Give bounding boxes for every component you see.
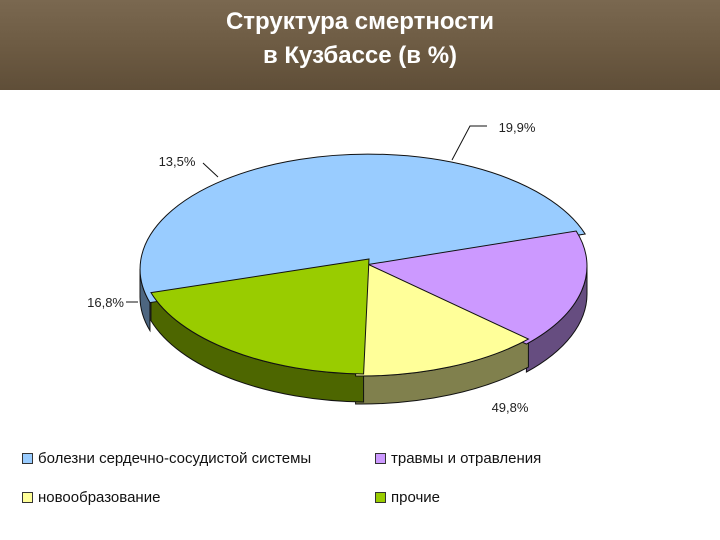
chart-title-line-1: Структура смертности: [225, 8, 495, 35]
legend-label: болезни сердечно-сосудистой системы: [38, 449, 312, 467]
leader-line-2: [202, 162, 219, 178]
pie-slices: [139, 153, 588, 377]
legend-swatch: [22, 452, 33, 464]
data-label-1: 16,8%: [87, 295, 124, 310]
pie-slice-3: [150, 258, 370, 375]
label-leader-lines: [126, 125, 487, 303]
legend-label: новообразование: [38, 488, 161, 506]
legend-swatch: [22, 491, 33, 503]
leader-line-3: [451, 125, 487, 161]
data-label-3: 19,9%: [499, 120, 536, 135]
legend-item-other: прочие: [375, 488, 440, 506]
legend-item-neoplasms: новообразование: [22, 488, 160, 506]
pie-slice-0: [139, 153, 587, 304]
legend-swatch: [375, 452, 386, 464]
data-labels: 49,8% 16,8% 13,5% 19,9%: [87, 120, 536, 415]
pie-slice-2: [355, 260, 530, 377]
chart-title-line-2: в Кузбассе (в %): [262, 42, 458, 69]
data-label-0: 49,8%: [492, 400, 529, 415]
legend-swatch: [375, 491, 386, 503]
pie-slice-1: [357, 230, 588, 345]
title-banner: Структура смертности в Кузбассе (в %): [0, 0, 720, 90]
data-label-2: 13,5%: [159, 154, 196, 169]
legend-label: прочие: [391, 488, 441, 506]
legend-item-cardio: болезни сердечно-сосудистой системы: [22, 449, 311, 467]
legend-label: травмы и отравления: [391, 449, 542, 467]
legend-item-injuries: травмы и отравления: [375, 449, 541, 467]
